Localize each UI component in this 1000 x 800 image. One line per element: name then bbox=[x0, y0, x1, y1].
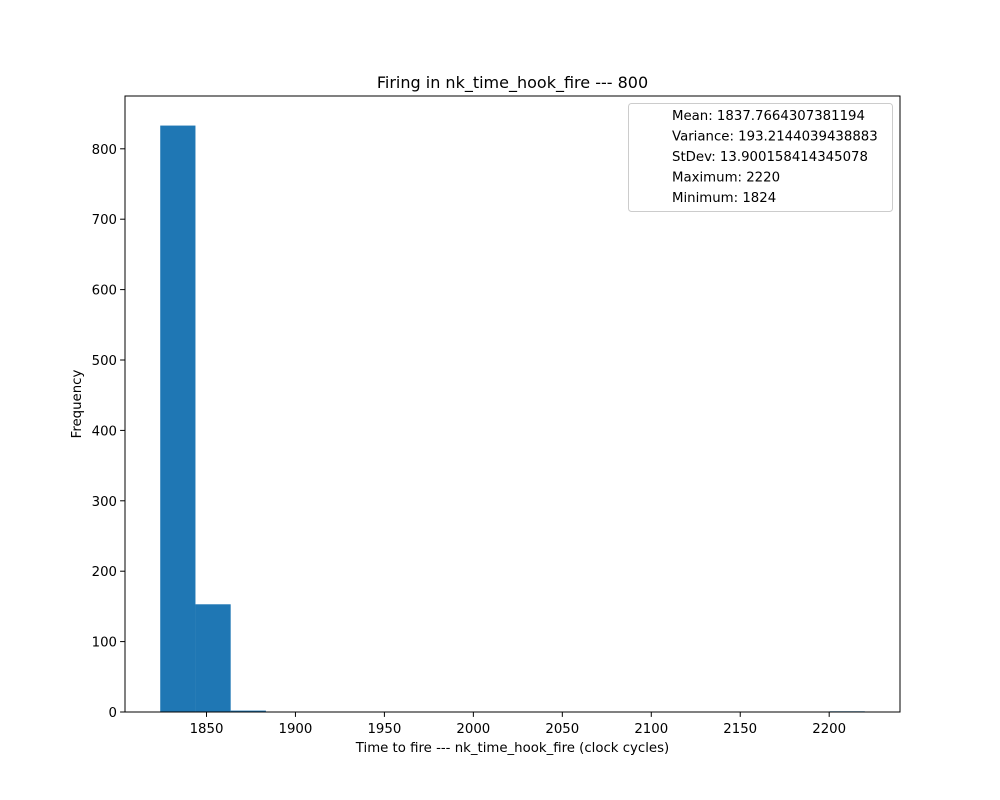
legend-entry-maximum: Maximum: 2220 bbox=[672, 171, 780, 186]
legend-entry-minimum: Minimum: 1824 bbox=[672, 191, 776, 206]
legend-entry-mean: Mean: 1837.7664307381194 bbox=[672, 109, 865, 124]
y-axis-label: Frequency bbox=[70, 370, 85, 439]
legend-entry-variance: Variance: 193.2144039438883 bbox=[672, 130, 878, 145]
x-tick-label: 2200 bbox=[812, 722, 846, 737]
x-tick-label: 2050 bbox=[545, 722, 579, 737]
plot-frame bbox=[124, 95, 901, 713]
x-tick-label: 1950 bbox=[367, 722, 401, 737]
y-tick-label: 200 bbox=[92, 565, 117, 580]
chart-title: Firing in nk_time_hook_fire --- 800 bbox=[377, 73, 648, 93]
x-tick-label: 1850 bbox=[190, 722, 224, 737]
x-tick-label: 2000 bbox=[456, 722, 490, 737]
legend: Mean: 1837.7664307381194 Variance: 193.2… bbox=[628, 103, 893, 212]
y-tick-label: 800 bbox=[92, 143, 117, 158]
y-tick-label: 0 bbox=[109, 706, 117, 721]
y-tick-label: 700 bbox=[92, 213, 117, 228]
y-tick-label: 300 bbox=[92, 495, 117, 510]
y-tick-label: 100 bbox=[92, 636, 117, 651]
y-tick-label: 600 bbox=[92, 284, 117, 299]
y-axis-ticks: 0 100 200 300 400 500 600 700 800 bbox=[92, 143, 125, 721]
x-tick-label: 2150 bbox=[723, 722, 757, 737]
histogram-bar-2 bbox=[230, 710, 266, 712]
x-tick-label: 1900 bbox=[279, 722, 313, 737]
histogram-bar-0 bbox=[160, 125, 196, 713]
legend-entry-stdev: StDev: 13.900158414345078 bbox=[672, 150, 868, 165]
legend-box bbox=[628, 103, 893, 212]
x-tick-label: 2100 bbox=[634, 722, 668, 737]
histogram-bar-1 bbox=[195, 604, 231, 712]
x-axis-label: Time to fire --- nk_time_hook_fire (cloc… bbox=[355, 741, 669, 756]
bars-group bbox=[160, 125, 865, 713]
y-tick-label: 500 bbox=[92, 354, 117, 369]
x-axis-ticks: 1850 1900 1950 2000 2050 2100 2150 2200 bbox=[190, 712, 846, 737]
y-tick-label: 400 bbox=[92, 424, 117, 439]
